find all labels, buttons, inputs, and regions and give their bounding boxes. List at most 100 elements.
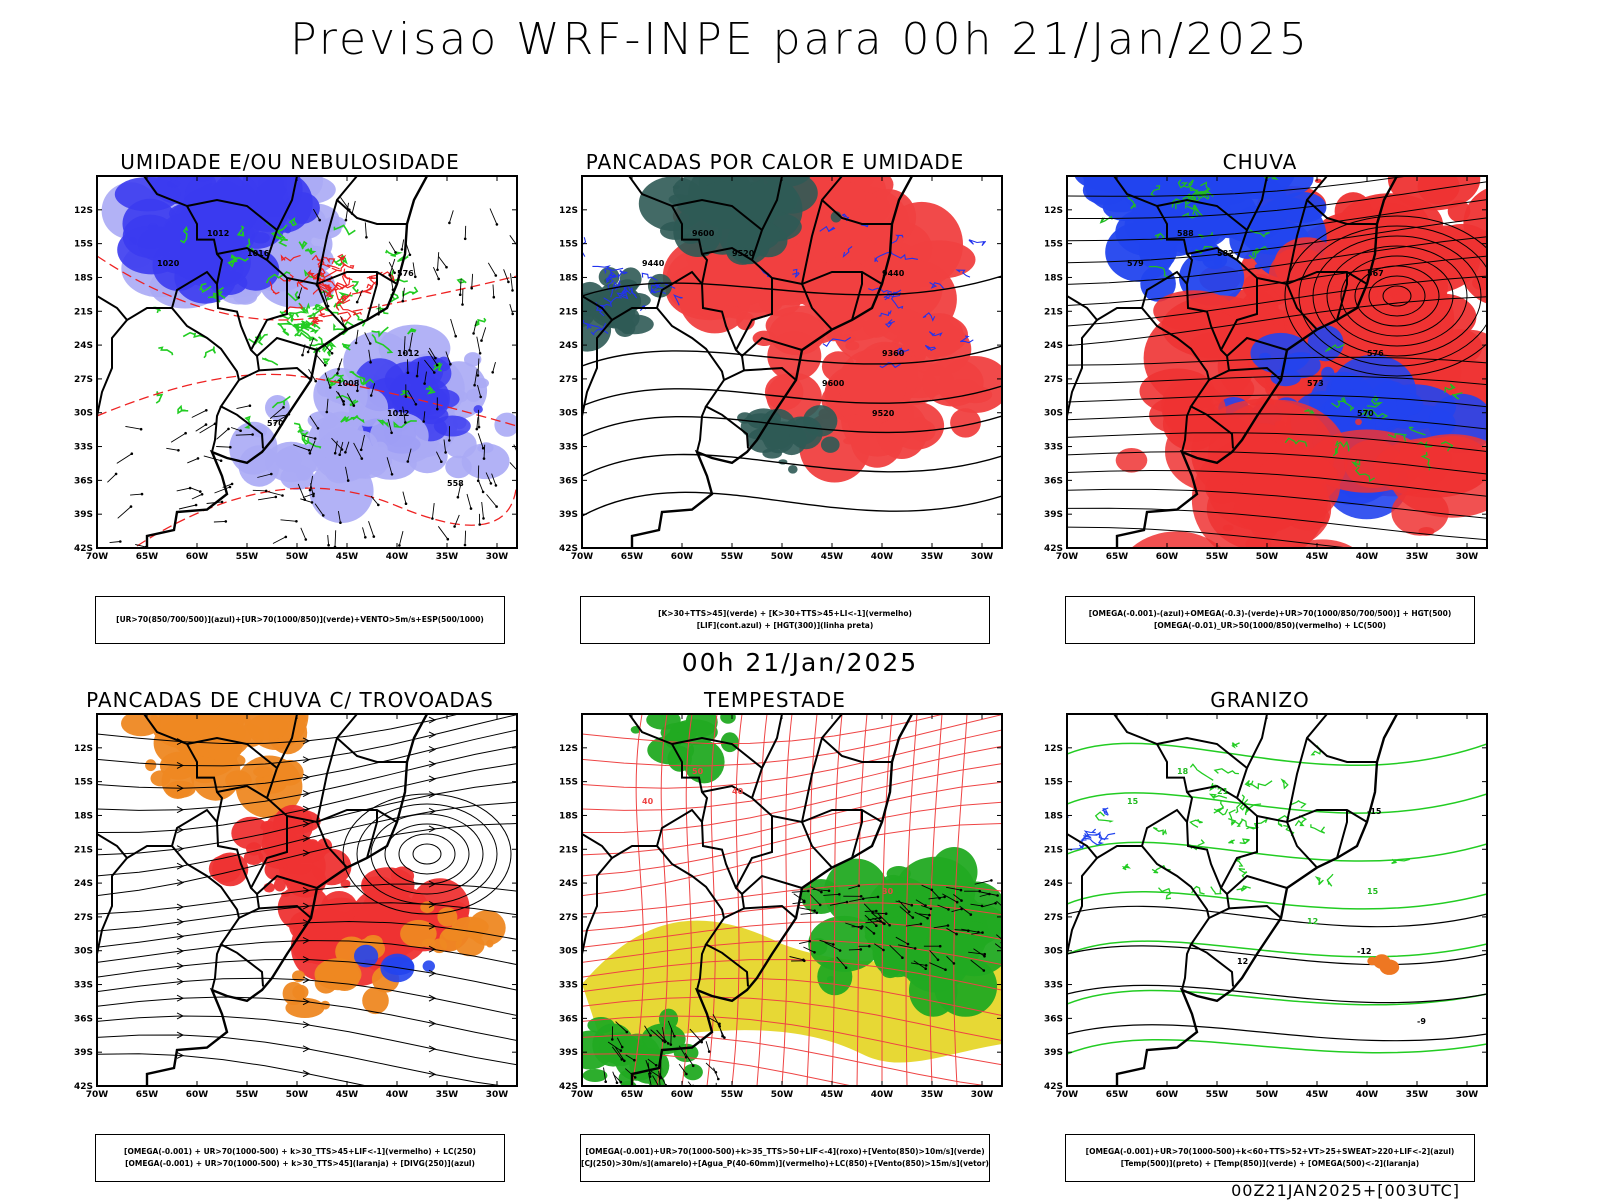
contour-label: 9360	[882, 349, 905, 358]
lat-label: 30S	[559, 409, 578, 419]
lat-label: 18S	[1044, 811, 1063, 821]
lon-label: 70W	[571, 552, 594, 562]
lon-label: 30W	[1456, 1090, 1479, 1100]
lat-label: 18S	[1044, 273, 1063, 283]
contour-label: 12	[1237, 957, 1248, 966]
lat-label: 24S	[74, 879, 93, 889]
lat-label: 33S	[559, 981, 578, 991]
lat-label: 21S	[559, 845, 578, 855]
contour-label: 9440	[882, 269, 905, 278]
contour-label: 1012	[397, 349, 419, 358]
lat-label: 15S	[559, 778, 578, 788]
legend-line: [OMEGA(-0.001) + UR>70(1000-500) + k>30_…	[125, 1159, 475, 1168]
lat-label: 39S	[1044, 1048, 1063, 1058]
legend-line: [OMEGA(-0.001)-(azul)+OMEGA(-0.3)-(verde…	[1088, 609, 1452, 618]
lat-label: 21S	[559, 307, 578, 317]
panel-legend: [OMEGA(-0.001)-(azul)+OMEGA(-0.3)-(verde…	[1065, 596, 1475, 644]
lon-label: 40W	[1356, 552, 1379, 562]
lat-label: 39S	[559, 510, 578, 520]
lat-label: 15S	[1044, 240, 1063, 250]
contour-label: -12	[1357, 947, 1371, 956]
lat-label: 15S	[74, 240, 93, 250]
country-borders	[1067, 714, 1399, 1086]
lat-label: 18S	[559, 273, 578, 283]
lon-label: 30W	[1456, 552, 1479, 562]
panel-legend: [OMEGA(-0.001) + UR>70(1000-500) + k>30_…	[95, 1134, 505, 1182]
lat-label: 33S	[74, 443, 93, 453]
lat-label: 21S	[74, 845, 93, 855]
lat-label: 33S	[1044, 443, 1063, 453]
weather-map: 9600 9520 9440 9360 9600 9520 9440 12S 15S 18S 21S…	[559, 175, 1003, 562]
lat-label: 24S	[1044, 879, 1063, 889]
panel-title: UMIDADE E/OU NEBULOSIDADE	[120, 150, 460, 174]
forecast-time: 00h 21/Jan/2025	[681, 648, 919, 677]
map-panel-2: PANCADAS POR CALOR E UMIDADE 9600 9520 9440…	[540, 150, 1010, 644]
contour-label: 1012	[207, 229, 229, 238]
lat-label: 21S	[1044, 307, 1063, 317]
lat-label: 24S	[559, 341, 578, 351]
lon-label: 65W	[1106, 1090, 1129, 1100]
map-frame	[1066, 713, 1488, 1087]
panel-legend: [OMEGA(-0.001)+UR>70(1000-500)+k>35_TTS>…	[580, 1134, 990, 1182]
country-borders	[582, 714, 914, 1086]
contour-label: 12	[1307, 917, 1318, 926]
map-panel-1: UMIDADE E/OU NEBULOSIDADE 1012 1016 1020 101…	[55, 150, 525, 644]
lat-label: 12S	[1044, 206, 1063, 216]
contour-label: 582	[1217, 249, 1234, 258]
lon-label: 55W	[721, 552, 744, 562]
lon-label: 70W	[1056, 1090, 1079, 1100]
contour-label: 1020	[157, 259, 180, 268]
lat-label: 15S	[559, 240, 578, 250]
lon-label: 40W	[871, 552, 894, 562]
map-frame	[96, 713, 518, 1087]
lon-label: 70W	[571, 1090, 594, 1100]
lat-label: 27S	[1044, 913, 1063, 923]
contour-label: 40	[642, 797, 654, 806]
lat-label: 18S	[74, 273, 93, 283]
weather-map: 588 582 579 576 573 570 567 12S 15S 18S 21S 24S 27S 3…	[1044, 175, 1488, 562]
lat-label: 42S	[74, 1082, 93, 1092]
contour-label: -15	[1367, 807, 1382, 816]
legend-line: [OMEGA(-0.001)+UR>70(1000-500)+k<60+TTS>…	[1085, 1147, 1455, 1156]
lon-label: 55W	[1206, 552, 1229, 562]
lon-label: 50W	[771, 1090, 794, 1100]
lon-label: 65W	[621, 552, 644, 562]
legend-line: [K>30+TTS>45](verde) + [K>30+TTS>45+LI<-…	[658, 609, 912, 618]
contour-label: 1016	[247, 249, 270, 258]
lon-label: 55W	[721, 1090, 744, 1100]
lat-label: 27S	[559, 375, 578, 385]
lat-label: 33S	[559, 443, 578, 453]
lon-label: 70W	[1056, 552, 1079, 562]
lon-label: 50W	[286, 552, 309, 562]
lat-label: 36S	[559, 476, 578, 486]
lon-label: 55W	[236, 1090, 259, 1100]
map-layers	[1067, 176, 1487, 548]
lon-label: 65W	[621, 1090, 644, 1100]
contour-label: 9520	[732, 249, 755, 258]
contour-label: 1012	[387, 409, 409, 418]
legend-line: [Temp(500)](preto) + [Temp(850)](verde) …	[1120, 1159, 1420, 1168]
lat-label: 21S	[1044, 845, 1063, 855]
lat-label: 30S	[1044, 409, 1063, 419]
lat-label: 36S	[1044, 1014, 1063, 1024]
lon-label: 50W	[771, 552, 794, 562]
lon-label: 40W	[871, 1090, 894, 1100]
map-panel-4: PANCADAS DE CHUVA C/ TROVOADAS 12S 15S 18S 2…	[55, 688, 525, 1182]
lat-label: 39S	[74, 1048, 93, 1058]
map-layers	[1067, 741, 1487, 1055]
map-frame	[581, 713, 1003, 1087]
lat-label: 30S	[74, 947, 93, 957]
lon-label: 40W	[386, 552, 409, 562]
lon-label: 50W	[1256, 1090, 1279, 1100]
contour-label: 573	[1307, 379, 1324, 388]
lat-label: 42S	[559, 1082, 578, 1092]
lon-label: 30W	[971, 1090, 994, 1100]
lat-label: 33S	[1044, 981, 1063, 991]
contour-label: 1008	[337, 379, 360, 388]
lon-label: 45W	[821, 1090, 844, 1100]
weather-map: 50 40 40 30 12S 15S 18S 21S 24S 27S 30S 33S 36S 39S 42…	[559, 713, 1003, 1100]
lat-label: 18S	[74, 811, 93, 821]
lat-label: 27S	[74, 375, 93, 385]
lon-label: 35W	[436, 552, 459, 562]
legend-line: [UR>70(850/700/500)](azul)+[UR>70(1000/8…	[116, 615, 484, 624]
